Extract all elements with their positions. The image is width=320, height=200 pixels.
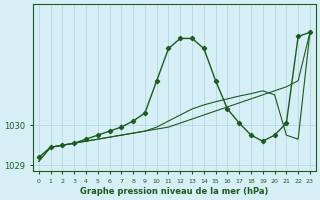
- X-axis label: Graphe pression niveau de la mer (hPa): Graphe pression niveau de la mer (hPa): [80, 187, 268, 196]
